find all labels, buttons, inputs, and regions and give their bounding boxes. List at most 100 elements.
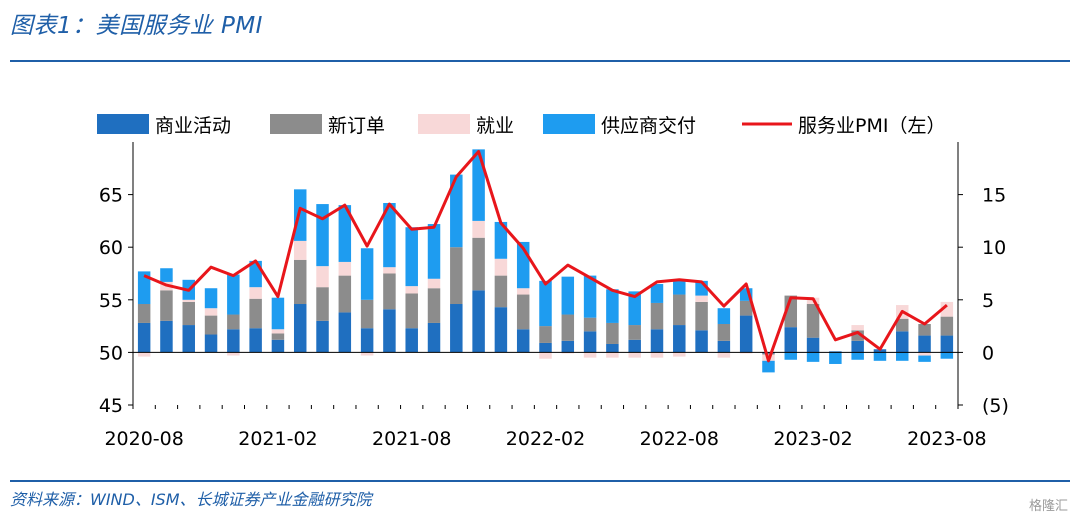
bar-segment-2: [249, 298, 262, 329]
legend-item: 供应商交付: [543, 114, 696, 137]
bar-segment-4: [829, 352, 842, 364]
bar-segment-3: [405, 286, 418, 294]
bar-segment-4: [583, 275, 597, 318]
x-tick-label: 2021-08: [372, 428, 451, 450]
bar-segment-2: [673, 294, 686, 326]
left-tick-label: 45: [99, 395, 123, 417]
x-tick-label: 2022-02: [506, 428, 585, 450]
bar-segment-3: [516, 288, 530, 295]
bar-segment-1: [249, 328, 262, 353]
bar-segment-4: [293, 189, 307, 241]
bar-segment-1: [583, 331, 597, 353]
bar-segment-2: [516, 294, 530, 330]
bar-segment-4: [338, 205, 352, 262]
bar-segment-3: [271, 329, 285, 334]
bar-segment-4: [494, 221, 508, 259]
bar-segment-1: [472, 290, 485, 353]
bar-segment-2: [539, 326, 552, 343]
bar-segment-3: [539, 352, 552, 359]
bar-segment-3: [717, 352, 731, 358]
bar-segment-1: [450, 304, 463, 353]
legend-label: 供应商交付: [601, 115, 696, 137]
bar-segment-3: [628, 352, 641, 358]
legend-item: 商业活动: [97, 114, 231, 137]
stacked-bar-line-chart: 商业活动 新订单 就业 供应商交付 服务业PMI（左） 45 50 55 60 65 (5) 0 5 1…: [97, 114, 1009, 450]
x-tick-label: 2023-08: [907, 428, 986, 450]
bar-segment-2: [628, 325, 641, 340]
bar-segment-1: [427, 322, 441, 353]
bar-segment-2: [137, 304, 151, 323]
watermark: 格隆汇: [1028, 499, 1068, 514]
left-tick-label: 55: [99, 290, 123, 312]
bar-segment-2: [338, 275, 352, 313]
title-divider: [10, 60, 1070, 62]
bar-segment-3: [293, 240, 307, 260]
bar-segment-2: [561, 314, 575, 341]
legend-swatch: [543, 114, 595, 134]
bar-segment-4: [628, 291, 641, 326]
bar-segment-3: [360, 352, 374, 356]
bar-segment-1: [227, 329, 240, 353]
bar-segment-1: [204, 334, 218, 353]
bar-segment-4: [873, 352, 887, 361]
x-tick-label: 2022-08: [640, 428, 719, 450]
legend-swatch: [270, 114, 322, 134]
bar-segment-1: [137, 322, 151, 353]
bar-segment-1: [717, 340, 731, 353]
bar-segment-1: [360, 328, 374, 353]
source-divider: [10, 480, 1070, 482]
bar-series: [137, 149, 954, 373]
bar-segment-4: [472, 149, 485, 221]
bar-segment-1: [628, 339, 641, 353]
bar-segment-1: [784, 327, 798, 353]
bar-segment-4: [806, 352, 820, 362]
bar-segment-3: [249, 287, 262, 299]
page-title: 图表1：美国服务业 PMI: [10, 13, 263, 39]
legend-swatch: [418, 114, 470, 134]
right-tick-label: 15: [982, 185, 1006, 207]
bar-segment-1: [873, 349, 887, 353]
bar-segment-3: [650, 352, 664, 358]
bar-segment-3: [472, 220, 485, 238]
bar-segment-2: [160, 290, 173, 321]
bar-segment-1: [293, 304, 307, 353]
bar-segment-1: [338, 312, 352, 353]
bar-segment-2: [472, 237, 485, 291]
bar-segment-4: [405, 227, 418, 287]
bar-segment-2: [360, 299, 374, 329]
left-tick-label: 50: [99, 342, 123, 364]
bar-segment-3: [606, 352, 619, 358]
bar-segment-3: [561, 352, 575, 354]
bar-segment-2: [806, 304, 820, 338]
bar-segment-1: [160, 320, 173, 353]
bar-segment-2: [427, 288, 441, 323]
bar-segment-4: [762, 360, 775, 373]
bar-segment-4: [227, 274, 240, 315]
bar-segment-2: [383, 273, 396, 310]
bar-segment-3: [739, 352, 753, 354]
bar-segment-2: [227, 314, 240, 330]
bar-segment-2: [405, 293, 418, 329]
pmi-line: [143, 150, 948, 363]
bar-segment-1: [516, 329, 530, 353]
bar-segment-3: [918, 352, 931, 356]
bar-segment-4: [204, 288, 218, 309]
bar-segment-1: [829, 351, 842, 353]
bar-segment-1: [539, 342, 552, 353]
bar-segment-1: [896, 331, 909, 353]
bar-segment-2: [918, 323, 931, 336]
bar-segment-1: [762, 352, 775, 354]
bar-segment-2: [762, 353, 775, 355]
bar-segment-1: [606, 343, 619, 353]
pmi-line-series: [143, 150, 948, 363]
bar-segment-2: [271, 333, 285, 340]
chart-axes: 45 50 55 60 65 (5) 0 5 10 15 2020-08 2021-02 2021-08…: [99, 142, 1009, 450]
bar-segment-2: [896, 318, 909, 332]
legend-label: 商业活动: [155, 115, 231, 137]
legend-label: 新订单: [328, 115, 385, 137]
right-tick-label: 0: [982, 342, 994, 364]
bar-segment-4: [896, 352, 909, 361]
bar-segment-1: [918, 335, 931, 353]
legend-item: 服务业PMI（左）: [742, 115, 945, 137]
bar-segment-4: [383, 203, 396, 268]
